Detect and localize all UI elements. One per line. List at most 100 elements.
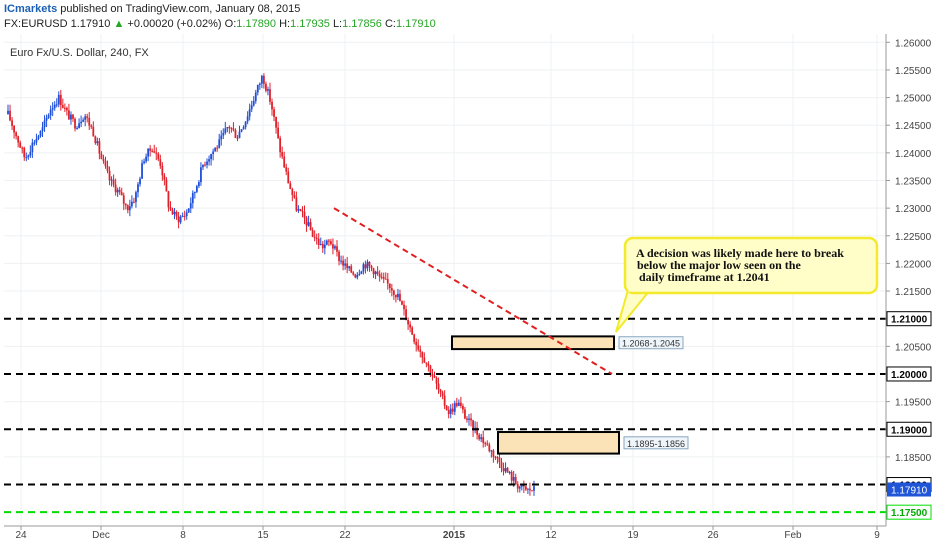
candle-body [149, 148, 152, 151]
candle-body [41, 127, 44, 131]
candle-body [193, 191, 196, 194]
candle-body [293, 194, 296, 198]
candle-body [425, 362, 428, 364]
x-tick-label: 22 [339, 530, 351, 541]
annotation-text-line: daily timeframe at 1.2041 [639, 270, 770, 284]
candle-body [183, 215, 186, 217]
candle-body [39, 130, 42, 137]
open-label: O: [224, 18, 237, 30]
candle-body [384, 278, 387, 280]
candle-body [153, 151, 156, 153]
candle-body [216, 147, 219, 149]
candle-body [177, 216, 180, 223]
candle-body [181, 215, 184, 217]
y-tick-label: 1.19500 [895, 398, 932, 409]
open-value: 1.17890 [236, 18, 277, 30]
level-price-label: 1.17500 [891, 508, 928, 519]
candle-body [285, 167, 288, 172]
candle-body [401, 301, 403, 305]
candle-body [244, 121, 247, 128]
candle-body [376, 271, 379, 274]
grid [4, 34, 886, 526]
candle-body [325, 240, 328, 245]
candle-body [352, 272, 355, 275]
zone-label: 1.2068-1.2045 [622, 339, 680, 349]
level-price-tag [886, 421, 932, 437]
candle-body [265, 83, 267, 91]
candle-body [315, 237, 318, 239]
publisher-name[interactable]: ICmarkets [4, 3, 58, 15]
candle-body [368, 261, 371, 267]
candle-body [7, 110, 9, 115]
candle-body [159, 159, 162, 166]
candle-body [92, 126, 95, 137]
candle-body [271, 101, 273, 110]
supply-demand-zones: 1.2068-1.2045 1.1895-1.1856 [451, 335, 689, 455]
annotation-group: A decision was likely made here to break… [615, 236, 879, 333]
candle-body [128, 206, 131, 211]
candle-body [147, 148, 150, 157]
candle-body [433, 375, 436, 378]
candle-body [372, 268, 375, 275]
candle-body [468, 418, 470, 420]
candle-body [529, 488, 531, 491]
candle-body [392, 290, 395, 295]
candle-body [206, 161, 208, 165]
candle-body [488, 444, 491, 452]
candle-body [37, 136, 40, 139]
candle-body [524, 486, 527, 490]
candle-body [486, 443, 489, 445]
candle-body [500, 462, 503, 469]
candle-body [498, 457, 501, 463]
candle-body [299, 209, 302, 211]
candle-body [423, 357, 426, 363]
current-price-label: 1.17910 [891, 486, 928, 497]
candle-body [277, 127, 280, 138]
y-axis: 1.26000 1.25500 1.25000 1.24500 1.24000 1.235… [885, 34, 932, 526]
candle-body [88, 117, 91, 126]
candle-body [508, 472, 511, 474]
candle-body [165, 179, 168, 192]
annotation-box [623, 236, 879, 295]
candle-body [102, 158, 105, 161]
candle-body [169, 207, 172, 210]
candle-body [49, 109, 52, 116]
candle-body [533, 486, 535, 491]
candle-body [212, 151, 215, 155]
candle-body [252, 100, 255, 106]
x-tick-label: 26 [707, 530, 719, 541]
candle-body [260, 75, 263, 84]
candle-body [55, 104, 58, 106]
last-price: 1.17910 [70, 18, 111, 30]
candle-body [336, 246, 338, 252]
y-tick-label: 1.23500 [895, 176, 932, 187]
candle-body [240, 129, 243, 132]
candle-body [518, 486, 521, 489]
candle-body [230, 127, 233, 129]
candle-body [313, 236, 316, 238]
close-label: C: [384, 18, 396, 30]
candle-body [256, 84, 259, 93]
candle-body [94, 136, 97, 144]
candle-body [342, 260, 344, 266]
candle-body [466, 418, 468, 420]
zone-label: 1.1895-1.1856 [627, 439, 685, 449]
candle-body [378, 273, 381, 277]
up-arrow-icon: ▲ [113, 18, 125, 30]
candle-body [459, 402, 462, 406]
x-tick-label: 12 [545, 530, 557, 541]
candle-body [262, 75, 265, 84]
candle-body [175, 211, 178, 217]
candle-body [512, 477, 515, 481]
candle-body [218, 139, 221, 148]
candle-body [120, 192, 123, 196]
candle-body [354, 274, 357, 278]
y-tick-label: 1.20500 [895, 342, 932, 353]
candle-body [31, 142, 34, 152]
zone-label-box [618, 336, 684, 350]
candle-body [242, 127, 245, 130]
candle-body [226, 127, 229, 129]
candle-body [108, 170, 111, 181]
candle-body [362, 264, 365, 272]
